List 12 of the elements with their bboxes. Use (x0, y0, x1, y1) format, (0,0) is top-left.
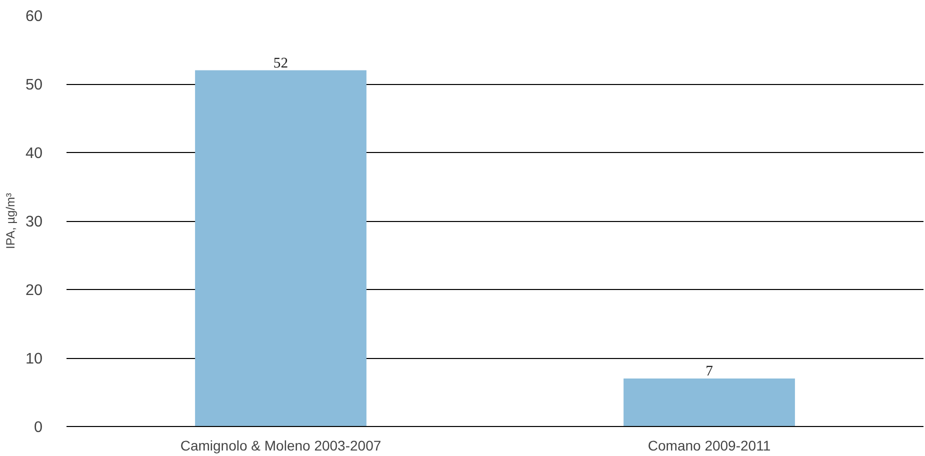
y-tick-label: 20 (25, 282, 43, 299)
y-tick-label: 60 (25, 8, 43, 25)
y-tick-label: 40 (25, 145, 43, 162)
y-tick-label: 50 (25, 76, 43, 94)
y-axis-title: IPA, µg/m³ (3, 192, 18, 250)
x-tick-label: Camignolo & Moleno 2003-2007 (180, 438, 382, 454)
y-tick-label: 10 (25, 350, 43, 368)
data-label: 7 (706, 364, 713, 380)
data-label: 52 (273, 55, 288, 72)
x-tick-label: Comano 2009-2011 (648, 438, 771, 454)
y-tick-label: 0 (34, 419, 43, 436)
y-tick-label: 30 (25, 214, 43, 230)
